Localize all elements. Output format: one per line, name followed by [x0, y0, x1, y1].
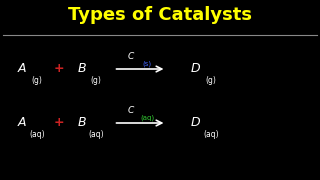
Text: C: C [128, 52, 134, 61]
Text: Types of Catalysts: Types of Catalysts [68, 6, 252, 24]
Text: (s): (s) [143, 60, 152, 67]
Text: +: + [54, 116, 65, 129]
Text: D: D [190, 62, 200, 75]
Text: B: B [77, 62, 86, 75]
Text: A: A [18, 116, 27, 129]
Text: B: B [77, 116, 86, 129]
Text: (g): (g) [91, 76, 101, 85]
Text: A: A [18, 62, 27, 75]
Text: (g): (g) [31, 76, 42, 85]
Text: (aq): (aq) [29, 130, 44, 139]
Text: (aq): (aq) [88, 130, 104, 139]
Text: (aq): (aq) [140, 114, 154, 121]
Text: +: + [54, 62, 65, 75]
Text: D: D [190, 116, 200, 129]
Text: C: C [128, 106, 134, 115]
Text: (aq): (aq) [204, 130, 219, 139]
Text: (g): (g) [206, 76, 217, 85]
